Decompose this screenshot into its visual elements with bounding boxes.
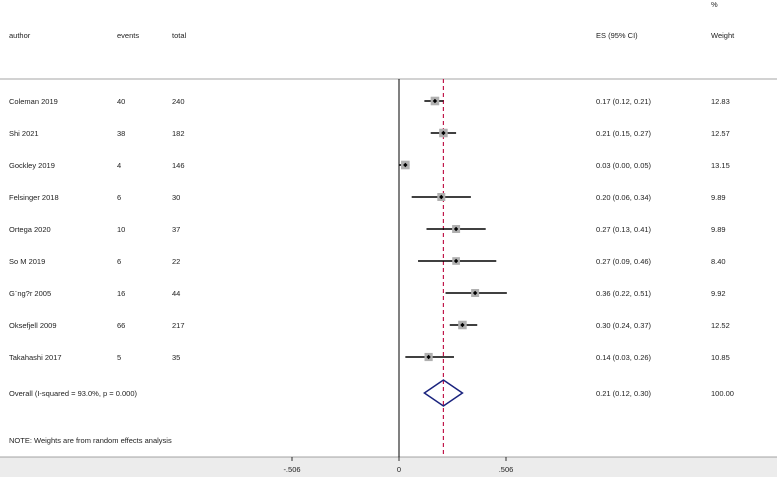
weight-percent-header: %: [711, 0, 718, 9]
study-weight: 13.15: [711, 161, 730, 170]
study-events: 40: [117, 97, 126, 106]
point-estimate: [426, 354, 431, 360]
x-tick-label: -.506: [283, 465, 301, 474]
study-total: 182: [172, 129, 185, 138]
weight-column-header: Weight: [711, 31, 735, 40]
study-weight: 12.83: [711, 97, 730, 106]
table-row: Ortega 2020 10 37 0.27 (0.13, 0.41) 9.89: [0, 225, 777, 235]
study-total: 37: [172, 225, 181, 234]
study-es: 0.17 (0.12, 0.21): [596, 97, 652, 106]
events-column-header: events: [117, 31, 140, 40]
study-events: 5: [117, 353, 122, 362]
study-weight: 9.92: [711, 289, 726, 298]
overall-es: 0.21 (0.12, 0.30): [596, 389, 652, 398]
study-events: 16: [117, 289, 126, 298]
study-es: 0.21 (0.15, 0.27): [596, 129, 652, 138]
x-tick-label: .506: [498, 465, 514, 474]
study-es: 0.27 (0.13, 0.41): [596, 225, 652, 234]
overall-label: Overall (I-squared = 93.0%, p = 0.000): [9, 389, 137, 398]
point-estimate: [460, 322, 465, 328]
es-column-header: ES (95% CI): [596, 31, 638, 40]
point-estimate: [472, 290, 478, 296]
study-author: Felsinger 2018: [9, 193, 59, 202]
study-es: 0.03 (0.00, 0.05): [596, 161, 652, 170]
study-es: 0.20 (0.06, 0.34): [596, 193, 652, 202]
study-author: Shi 2021: [9, 129, 39, 138]
table-row: Gockley 2019 4 146 0.03 (0.00, 0.05) 13.15: [0, 161, 777, 171]
study-weight: 9.89: [711, 193, 726, 202]
study-author: So M 2019: [9, 257, 46, 266]
study-total: 146: [172, 161, 185, 170]
point-estimate: [439, 194, 444, 200]
table-row: So M 2019 6 22 0.27 (0.09, 0.46) 8.40: [0, 257, 777, 267]
overall-weight: 100.00: [711, 389, 734, 398]
study-weight: 12.52: [711, 321, 730, 330]
study-es: 0.27 (0.09, 0.46): [596, 257, 652, 266]
footnote: NOTE: Weights are from random effects an…: [9, 436, 172, 445]
table-row: G¨ng?r 2005 16 44 0.36 (0.22, 0.51) 9.92: [0, 289, 777, 299]
study-weight: 8.40: [711, 257, 726, 266]
study-es: 0.36 (0.22, 0.51): [596, 289, 652, 298]
study-es: 0.30 (0.24, 0.37): [596, 321, 652, 330]
study-total: 240: [172, 97, 185, 106]
study-author: Ortega 2020: [9, 225, 51, 234]
study-weight: 9.89: [711, 225, 726, 234]
study-total: 44: [172, 289, 181, 298]
study-total: 22: [172, 257, 181, 266]
table-row: Shi 2021 38 182 0.21 (0.15, 0.27) 12.57: [0, 129, 777, 139]
x-tick-label: 0: [396, 465, 402, 474]
study-events: 6: [117, 257, 122, 266]
table-row: Oksefjell 2009 66 217 0.30 (0.24, 0.37) 12.5…: [0, 321, 777, 331]
study-events: 4: [117, 161, 122, 170]
study-events: 6: [117, 193, 122, 202]
study-author: Takahashi 2017: [9, 353, 62, 362]
table-row: Coleman 2019 40 240 0.17 (0.12, 0.21) 12.83: [0, 97, 777, 107]
study-author: Coleman 2019: [9, 97, 58, 106]
point-estimate: [441, 130, 446, 136]
overall-diamond: [423, 379, 464, 407]
study-author: Oksefjell 2009: [9, 321, 57, 330]
study-author: G¨ng?r 2005: [9, 289, 52, 298]
study-events: 66: [117, 321, 126, 330]
table-row: Takahashi 2017 5 35 0.14 (0.03, 0.26) 10.85: [0, 353, 777, 363]
study-weight: 12.57: [711, 129, 730, 138]
study-es: 0.14 (0.03, 0.26): [596, 353, 652, 362]
point-estimate: [403, 162, 408, 168]
study-events: 38: [117, 129, 126, 138]
study-total: 35: [172, 353, 181, 362]
total-column-header: total: [172, 31, 187, 40]
study-weight: 10.85: [711, 353, 730, 362]
author-column-header: author: [9, 31, 31, 40]
point-estimate: [432, 98, 438, 104]
study-total: 217: [172, 321, 185, 330]
study-author: Gockley 2019: [9, 161, 55, 170]
point-estimate: [453, 226, 459, 232]
study-events: 10: [117, 225, 126, 234]
x-axis-band: [0, 457, 777, 477]
table-row: Felsinger 2018 6 30 0.20 (0.06, 0.34) 9.89: [0, 193, 777, 203]
study-total: 30: [172, 193, 181, 202]
point-estimate: [453, 258, 459, 264]
